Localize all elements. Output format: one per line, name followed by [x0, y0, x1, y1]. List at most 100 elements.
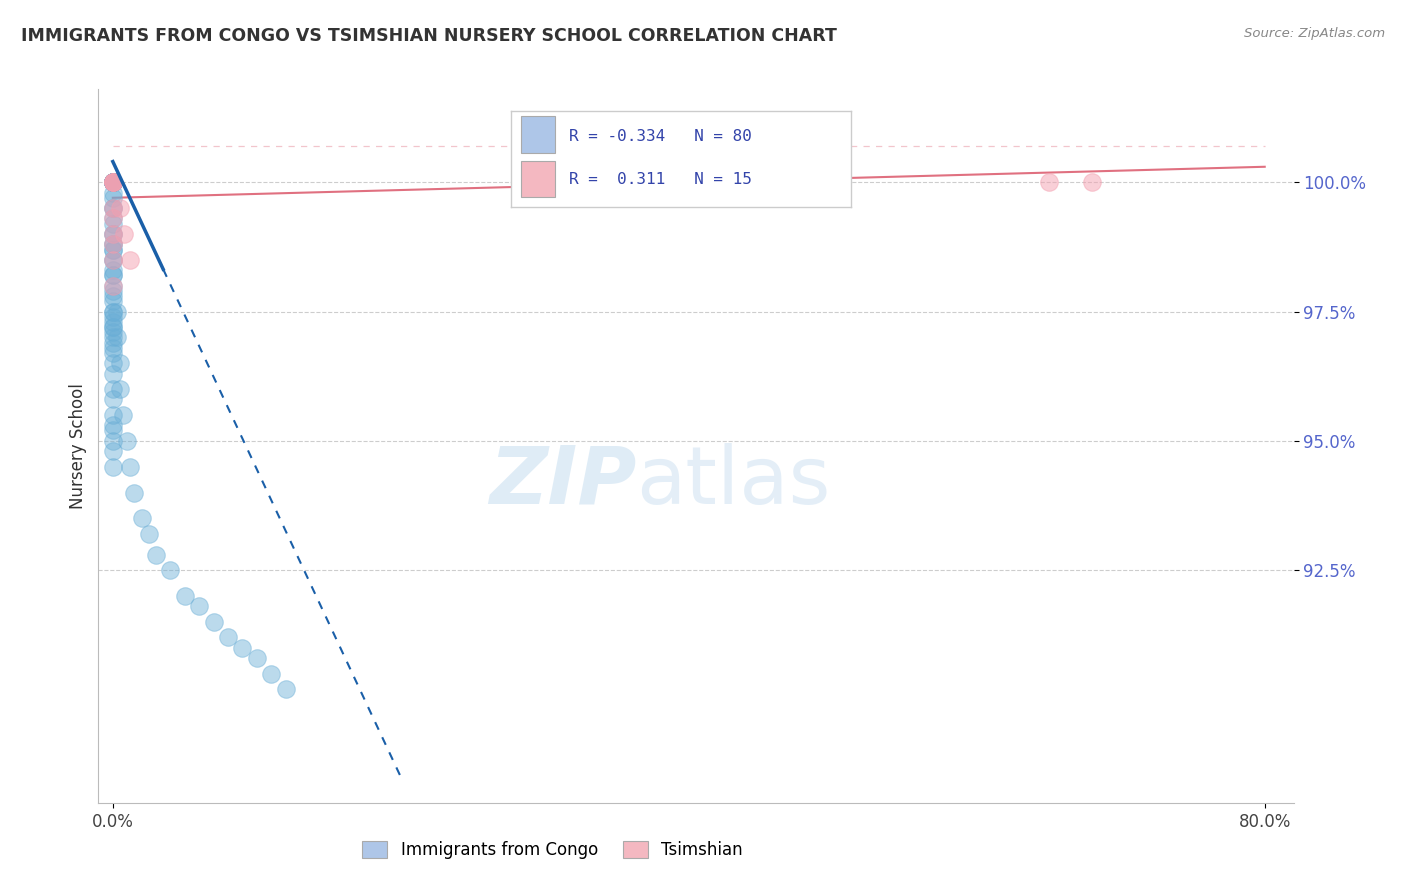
Point: [101, 284, 124, 298]
Point: [274, 681, 297, 696]
Legend: Immigrants from Congo, Tsimshian: Immigrants from Congo, Tsimshian: [356, 834, 749, 866]
Point: [101, 320, 124, 334]
Point: [101, 175, 124, 189]
Point: [101, 201, 124, 215]
Point: [260, 666, 283, 681]
Point: [188, 599, 211, 614]
Point: [120, 459, 142, 474]
Point: [120, 252, 142, 267]
Point: [101, 243, 124, 257]
Point: [101, 175, 124, 189]
Point: [101, 175, 124, 189]
Point: [101, 289, 124, 303]
Point: [108, 201, 131, 215]
Point: [101, 392, 124, 407]
Point: [101, 304, 124, 318]
Point: [115, 434, 138, 448]
Point: [101, 175, 124, 189]
Point: [101, 304, 124, 318]
Point: [101, 175, 124, 189]
Text: Source: ZipAtlas.com: Source: ZipAtlas.com: [1244, 27, 1385, 40]
Point: [138, 527, 160, 541]
Point: [108, 356, 131, 370]
Point: [231, 640, 253, 655]
Point: [101, 268, 124, 283]
Point: [101, 252, 124, 267]
Point: [246, 651, 269, 665]
Point: [101, 175, 124, 189]
Point: [101, 237, 124, 252]
Point: [1038, 175, 1060, 189]
Point: [101, 227, 124, 241]
Point: [101, 278, 124, 293]
Point: [101, 268, 124, 283]
Point: [101, 175, 124, 189]
Point: [101, 320, 124, 334]
Point: [101, 444, 124, 458]
Point: [101, 367, 124, 381]
Point: [101, 315, 124, 329]
Point: [101, 191, 124, 205]
Point: [101, 341, 124, 355]
Point: [105, 304, 128, 318]
Point: [101, 227, 124, 241]
Point: [101, 175, 124, 189]
Point: [101, 175, 124, 189]
Point: [124, 485, 146, 500]
Point: [101, 263, 124, 277]
Point: [101, 175, 124, 189]
Point: [101, 175, 124, 189]
Point: [101, 346, 124, 360]
Point: [101, 175, 124, 189]
Point: [101, 175, 124, 189]
Point: [101, 243, 124, 257]
Point: [145, 548, 167, 562]
Point: [101, 175, 124, 189]
Point: [105, 330, 128, 344]
Point: [101, 175, 124, 189]
Point: [101, 408, 124, 422]
Point: [101, 186, 124, 200]
Point: [101, 211, 124, 226]
Point: [217, 630, 239, 644]
Point: [173, 589, 195, 603]
Point: [101, 201, 124, 215]
Point: [101, 356, 124, 370]
Point: [101, 175, 124, 189]
Point: [101, 175, 124, 189]
Point: [202, 615, 225, 629]
Point: [101, 278, 124, 293]
Point: [159, 563, 181, 577]
Text: ZIP: ZIP: [489, 442, 636, 521]
Text: atlas: atlas: [636, 442, 831, 521]
Point: [101, 252, 124, 267]
Point: [101, 201, 124, 215]
Point: [101, 459, 124, 474]
Point: [101, 424, 124, 438]
Point: [101, 330, 124, 344]
Point: [131, 511, 153, 525]
Point: [101, 382, 124, 396]
Point: [101, 237, 124, 252]
Y-axis label: Nursery School: Nursery School: [69, 383, 87, 509]
Point: [101, 175, 124, 189]
Point: [101, 175, 124, 189]
Text: IMMIGRANTS FROM CONGO VS TSIMSHIAN NURSERY SCHOOL CORRELATION CHART: IMMIGRANTS FROM CONGO VS TSIMSHIAN NURSE…: [21, 27, 837, 45]
Point: [101, 418, 124, 433]
Point: [101, 175, 124, 189]
Point: [101, 310, 124, 324]
Point: [101, 175, 124, 189]
Point: [101, 175, 124, 189]
Point: [101, 237, 124, 252]
Point: [101, 335, 124, 350]
Point: [101, 294, 124, 309]
Point: [101, 217, 124, 231]
Point: [112, 227, 135, 241]
Point: [101, 227, 124, 241]
Point: [111, 408, 134, 422]
Point: [101, 252, 124, 267]
Point: [101, 434, 124, 448]
Point: [108, 382, 131, 396]
Point: [101, 211, 124, 226]
Point: [1081, 175, 1104, 189]
